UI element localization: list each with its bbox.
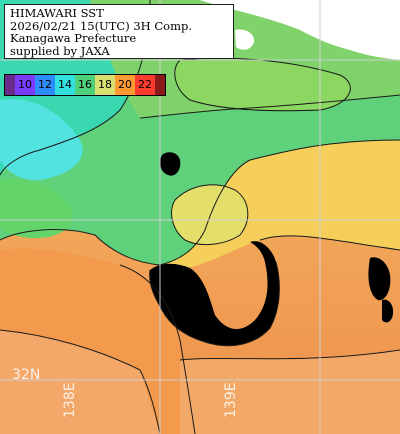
lat-label: 32N — [12, 367, 41, 383]
info-region: Kanagawa Prefecture — [10, 31, 137, 45]
info-credit: supplied by JAXA — [10, 43, 110, 58]
info-datetime: 2026/02/21 15(UTC) 3H Comp. — [10, 18, 193, 33]
lon-label-138: 138E — [62, 382, 78, 418]
lon-label-139: 139E — [223, 382, 239, 418]
legend-cell-16: 16 — [75, 75, 95, 95]
legend-cell-14: 14 — [55, 75, 75, 95]
land-mainland — [200, 0, 400, 60]
legend-cell-22: 22 — [135, 75, 155, 95]
legend-cell-18: 18 — [95, 75, 115, 95]
legend-cell-12: 12 — [35, 75, 55, 95]
legend-cell-10: 10 — [15, 75, 35, 95]
temperature-legend: 10 12 14 16 18 20 22 — [4, 74, 166, 96]
no-data-region — [149, 241, 280, 346]
legend-cell-20: 20 — [115, 75, 135, 95]
legend-pad-right — [155, 75, 165, 95]
info-box: HIMAWARI SST 2026/02/21 15(UTC) 3H Comp.… — [4, 4, 234, 59]
legend-pad-left — [5, 75, 15, 95]
land-peninsula — [235, 29, 255, 50]
info-title: HIMAWARI SST — [10, 6, 104, 20]
